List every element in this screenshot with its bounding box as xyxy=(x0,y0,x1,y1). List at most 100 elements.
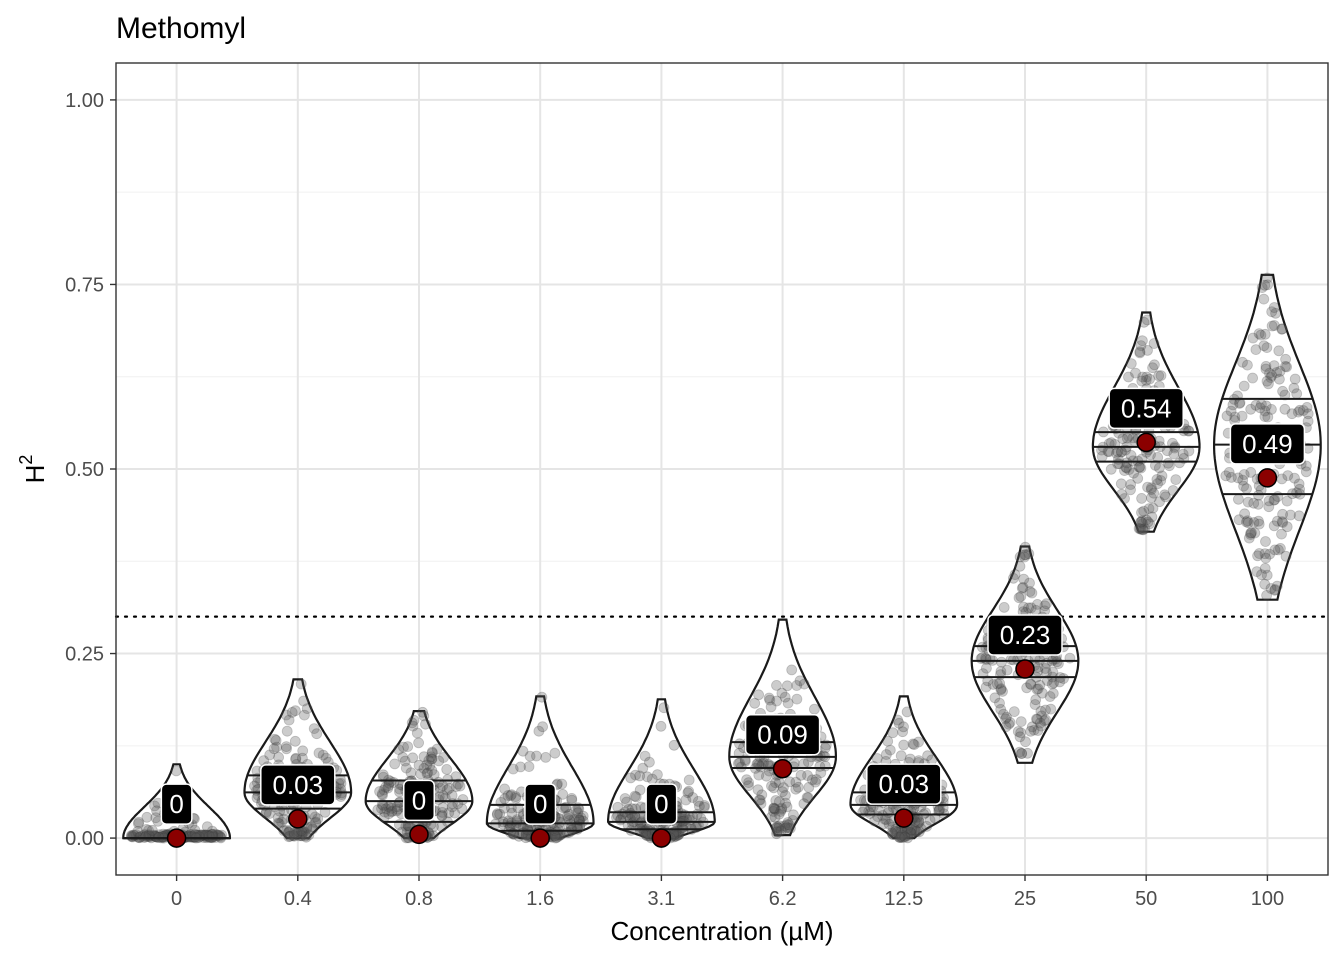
data-point xyxy=(1263,378,1274,390)
data-point xyxy=(418,710,430,722)
data-point xyxy=(814,761,826,772)
data-point xyxy=(1141,314,1153,326)
data-point xyxy=(540,752,552,763)
data-point xyxy=(271,741,283,753)
violin-group-3.1 xyxy=(607,698,716,848)
data-point xyxy=(780,823,791,834)
data-point xyxy=(523,761,535,772)
mean-label-0.4: 0.03 xyxy=(260,764,336,806)
data-point xyxy=(1144,518,1155,530)
data-point xyxy=(911,826,923,837)
data-point xyxy=(757,758,768,770)
data-point xyxy=(1016,582,1028,594)
data-point xyxy=(551,826,563,838)
data-point xyxy=(1293,478,1305,490)
data-point xyxy=(141,811,153,823)
data-point xyxy=(913,815,925,827)
data-point xyxy=(450,771,462,782)
data-point xyxy=(1138,316,1150,328)
data-point xyxy=(273,818,285,829)
data-point xyxy=(1025,678,1036,690)
data-point xyxy=(1286,408,1298,420)
data-point xyxy=(1281,361,1292,373)
data-point xyxy=(1271,367,1282,378)
data-point xyxy=(396,826,408,838)
data-point xyxy=(743,777,754,788)
mean-point-100 xyxy=(1257,468,1278,488)
data-point xyxy=(779,691,791,703)
data-point xyxy=(436,807,448,818)
mean-labels-layer: 0 0.03 0 0 0 0.09 0.03 0.23 0.54 0.49 xyxy=(160,387,1306,825)
data-point xyxy=(1266,306,1278,318)
data-point xyxy=(335,778,347,789)
data-point xyxy=(380,803,392,815)
mean-label-box xyxy=(866,763,942,805)
data-point xyxy=(890,823,901,835)
data-point xyxy=(1014,551,1026,563)
data-point xyxy=(508,827,520,839)
data-point xyxy=(894,832,906,843)
data-point xyxy=(284,825,296,836)
data-point xyxy=(283,826,295,838)
data-point xyxy=(515,761,526,773)
data-point xyxy=(441,784,453,796)
data-point xyxy=(1258,340,1270,352)
data-point xyxy=(1272,515,1283,527)
data-point xyxy=(1264,367,1275,379)
data-point xyxy=(882,735,894,747)
data-point xyxy=(769,803,781,815)
data-point xyxy=(1245,527,1257,539)
data-point xyxy=(1031,714,1043,725)
mean-label-100: 0.49 xyxy=(1229,423,1306,465)
data-point xyxy=(133,816,145,828)
data-point xyxy=(1015,716,1027,727)
mean-label-text: 0.23 xyxy=(1000,620,1051,650)
data-point xyxy=(1034,717,1046,729)
data-point xyxy=(1268,360,1280,372)
data-point xyxy=(1014,746,1025,758)
data-point xyxy=(690,822,702,833)
data-point xyxy=(764,694,776,706)
data-point xyxy=(1018,573,1030,585)
data-point xyxy=(1162,457,1174,469)
data-point xyxy=(753,689,764,701)
data-point xyxy=(288,830,300,842)
data-point xyxy=(1252,498,1264,510)
data-point xyxy=(781,819,793,830)
data-point xyxy=(418,751,430,763)
mean-label-text: 0.54 xyxy=(1121,393,1172,423)
mean-label-box xyxy=(524,783,557,825)
x-axis-title: Concentration (µM) xyxy=(610,916,833,946)
data-point xyxy=(785,822,796,834)
data-point xyxy=(170,765,182,777)
data-point xyxy=(502,790,514,801)
data-point xyxy=(883,818,895,830)
data-point xyxy=(201,831,212,843)
data-point xyxy=(1150,459,1161,471)
data-point xyxy=(771,695,782,707)
data-point xyxy=(280,741,292,752)
data-point xyxy=(1125,479,1136,490)
data-point xyxy=(1121,462,1132,474)
data-point xyxy=(1046,678,1058,690)
data-point xyxy=(907,738,919,750)
data-point xyxy=(497,816,509,828)
data-point xyxy=(641,771,653,783)
data-point xyxy=(1258,293,1270,305)
data-point xyxy=(313,747,325,759)
data-point xyxy=(1183,425,1194,437)
data-point xyxy=(775,806,787,817)
data-point xyxy=(1293,510,1305,522)
data-point xyxy=(1022,747,1033,759)
data-point xyxy=(1276,323,1288,335)
data-point xyxy=(1037,687,1048,699)
data-point xyxy=(780,797,791,809)
data-point xyxy=(276,816,288,828)
data-point xyxy=(1245,403,1257,415)
data-point xyxy=(778,782,789,793)
data-point xyxy=(788,809,799,821)
data-point xyxy=(563,808,575,820)
data-point xyxy=(1277,385,1288,397)
data-point xyxy=(1253,518,1265,530)
